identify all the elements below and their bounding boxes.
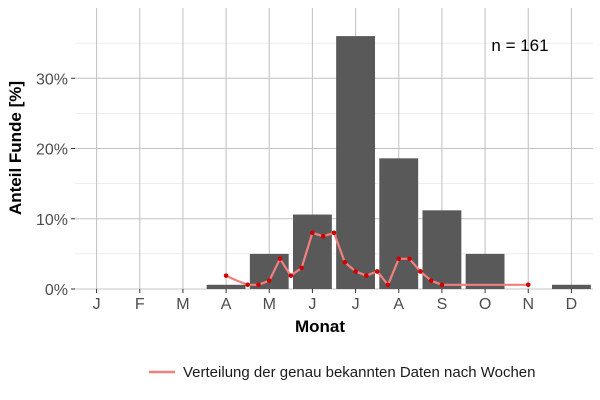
- series-point: [342, 260, 348, 265]
- legend: Verteilung der genau bekannten Daten nac…: [149, 364, 536, 381]
- x-tick-label: M: [176, 296, 189, 313]
- bar-4: [249, 253, 289, 289]
- series-point: [418, 269, 423, 274]
- x-tick-label: O: [479, 296, 491, 313]
- series-point: [266, 278, 272, 283]
- legend-label: Verteilung der genau bekannten Daten nac…: [183, 364, 536, 381]
- series-point: [310, 230, 315, 236]
- x-tick-label: D: [566, 296, 578, 313]
- x-tick-label: S: [437, 296, 448, 313]
- bar-9: [465, 253, 505, 289]
- x-tick-label: M: [263, 296, 276, 313]
- y-tick-label: 10%: [36, 212, 68, 229]
- series-point: [407, 256, 412, 262]
- x-tick-label: F: [135, 296, 145, 313]
- bar-5: [292, 214, 332, 289]
- sample-size-annotation: n = 161: [491, 36, 548, 55]
- series-point: [223, 273, 229, 278]
- series-point: [245, 282, 250, 288]
- y-axis-title: Anteil Funde [%]: [6, 81, 25, 215]
- bar-6: [336, 36, 376, 289]
- x-tick-label: A: [393, 296, 404, 313]
- series-point: [331, 230, 337, 236]
- series-point: [299, 265, 304, 271]
- x-tick-label: J: [308, 296, 316, 313]
- y-axis-ticks: 0% 10% 20% 30%: [36, 71, 75, 299]
- series-point: [525, 282, 531, 288]
- y-tick-label: 0%: [45, 282, 68, 299]
- series-point: [353, 269, 358, 274]
- x-axis-title: Monat: [295, 317, 345, 336]
- series-point: [439, 282, 445, 288]
- series-point: [385, 282, 391, 288]
- series-point: [288, 273, 294, 278]
- bar-7: [379, 158, 419, 289]
- x-tick-label: A: [221, 296, 232, 313]
- series-point: [396, 256, 402, 262]
- x-tick-label: J: [93, 296, 101, 313]
- series-point: [277, 256, 283, 262]
- weekly-line: [223, 230, 531, 288]
- series-point: [428, 278, 434, 283]
- bar-8: [422, 210, 462, 289]
- bar-3: [206, 284, 246, 289]
- series-point: [374, 269, 380, 274]
- x-tick-label: N: [522, 296, 534, 313]
- bars: [206, 36, 591, 289]
- x-tick-label: J: [352, 296, 360, 313]
- y-tick-label: 30%: [36, 71, 68, 88]
- series-point: [364, 273, 369, 278]
- bar-11: [551, 284, 591, 289]
- series-point: [256, 282, 261, 288]
- y-tick-label: 20%: [36, 142, 68, 159]
- series-point: [320, 234, 326, 239]
